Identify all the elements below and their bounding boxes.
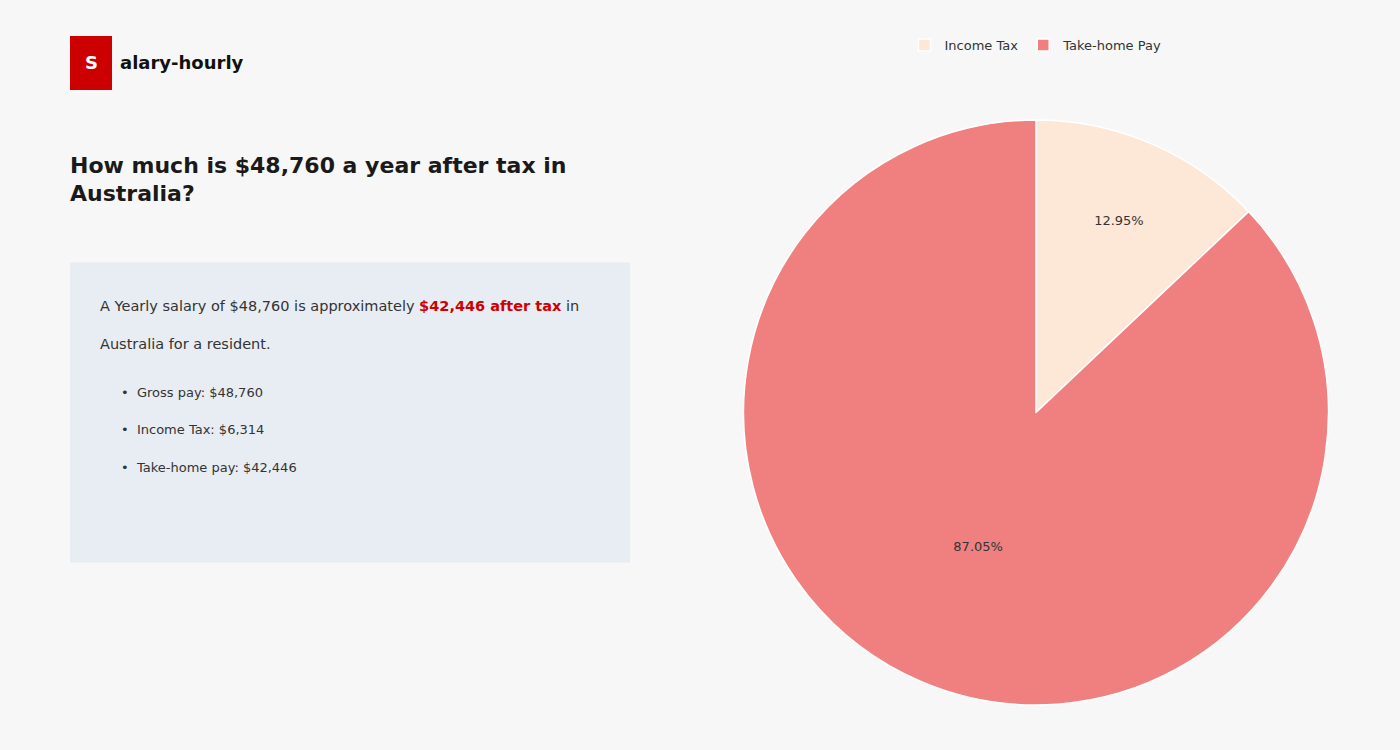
svg-text:87.05%: 87.05%	[953, 539, 1003, 554]
svg-text:alary-hourly: alary-hourly	[120, 52, 244, 73]
svg-text:S: S	[85, 52, 98, 73]
svg-text:Australia for a resident.: Australia for a resident.	[100, 336, 271, 352]
svg-text:Income Tax: Income Tax	[945, 38, 1019, 53]
svg-text:12.95%: 12.95%	[1094, 213, 1144, 228]
svg-text:How much is $48,760 a year aft: How much is $48,760 a year after tax inA…	[70, 153, 567, 207]
svg-text:• Gross pay: $48,760: • Gross pay: $48,760	[121, 385, 263, 400]
svg-text:Take-home Pay: Take-home Pay	[1062, 38, 1161, 53]
svg-text:• Take-home pay: $42,446: • Take-home pay: $42,446	[121, 460, 297, 475]
svg-text:A Yearly salary of $48,760 is: A Yearly salary of $48,760 is approximat…	[100, 298, 579, 314]
svg-text:• Income Tax: $6,314: • Income Tax: $6,314	[121, 422, 264, 437]
